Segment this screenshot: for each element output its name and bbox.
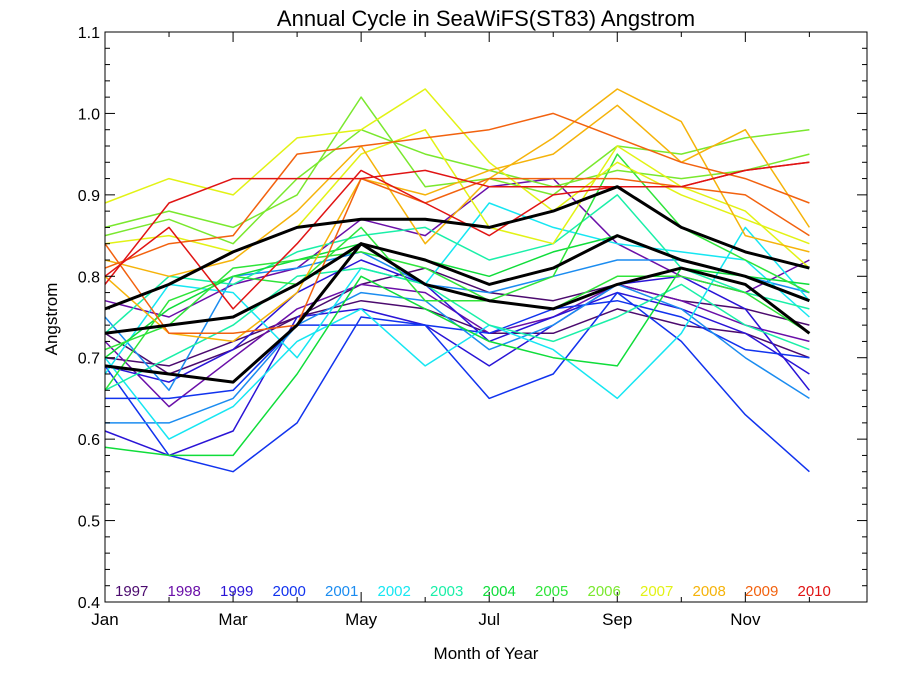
series-2010-line-2 bbox=[104, 161, 810, 310]
series-layer bbox=[104, 88, 811, 473]
x-tick-label: Jul bbox=[478, 610, 500, 629]
series-2008-line-2 bbox=[104, 104, 811, 343]
series-1997-line-1 bbox=[104, 267, 810, 367]
series-1999-line-2 bbox=[104, 259, 810, 383]
legend-item-2005: 2005 bbox=[535, 583, 568, 600]
series-black-line-2 bbox=[104, 234, 810, 335]
x-tick-label: Nov bbox=[730, 610, 761, 629]
legend-item-2007: 2007 bbox=[640, 583, 673, 600]
legend-item-1997: 1997 bbox=[115, 583, 148, 600]
y-tick-label: 0.4 bbox=[78, 595, 100, 612]
legend: 1997 1998 1999 2000 2001 2002 2003 2004 2005 2006… bbox=[115, 583, 831, 600]
x-tick-label: May bbox=[345, 610, 378, 629]
y-tick-label: 0.9 bbox=[78, 188, 100, 205]
x-axis-label: Month of Year bbox=[434, 644, 539, 663]
series-2007-line-1 bbox=[104, 88, 810, 245]
y-tick-label: 0.5 bbox=[78, 514, 100, 531]
series-2009-line-2 bbox=[104, 177, 810, 335]
series-2005-line-2 bbox=[104, 251, 810, 351]
plot-frame bbox=[104, 31, 868, 603]
legend-item-2004: 2004 bbox=[483, 583, 516, 600]
y-tick-label: 0.8 bbox=[78, 269, 100, 286]
series-2008-line-1 bbox=[104, 88, 810, 278]
legend-item-2003: 2003 bbox=[430, 583, 463, 600]
axes-layer: 0.4 0.5 0.6 0.7 0.8 0.9 1.0 1.1 Jan Mar May Jul Sep N… bbox=[78, 25, 867, 629]
legend-item-1998: 1998 bbox=[168, 583, 201, 600]
legend-item-2010: 2010 bbox=[798, 583, 831, 600]
series-2000-line-1 bbox=[104, 291, 810, 473]
legend-item-2002: 2002 bbox=[378, 583, 411, 600]
x-tick-label: Mar bbox=[218, 610, 248, 629]
chart-title: Annual Cycle in SeaWiFS(ST83) Angstrom bbox=[277, 6, 695, 31]
x-tick-label: Sep bbox=[602, 610, 632, 629]
y-tick-label: 0.7 bbox=[78, 351, 100, 368]
series-black-line-3 bbox=[104, 242, 811, 384]
legend-item-2000: 2000 bbox=[273, 583, 306, 600]
y-tick-label: 1.1 bbox=[78, 25, 100, 42]
x-tick-label: Jan bbox=[91, 610, 118, 629]
series-black-line-1 bbox=[104, 185, 810, 311]
y-axis-label: Angstrom bbox=[42, 283, 61, 356]
legend-item-2001: 2001 bbox=[325, 583, 358, 600]
legend-item-2009: 2009 bbox=[745, 583, 778, 600]
series-2006-line-2 bbox=[104, 128, 810, 245]
series-1997-line-2 bbox=[104, 299, 810, 375]
legend-item-2008: 2008 bbox=[693, 583, 726, 600]
legend-item-2006: 2006 bbox=[588, 583, 621, 600]
legend-item-1999: 1999 bbox=[220, 583, 253, 600]
y-tick-label: 0.6 bbox=[78, 432, 100, 449]
series-2000-line-2 bbox=[105, 299, 810, 400]
series-2003-line-2 bbox=[104, 267, 810, 391]
series-2009-line-1 bbox=[104, 112, 810, 269]
series-2002-line-1 bbox=[104, 226, 810, 440]
y-tick-label: 1.0 bbox=[78, 106, 100, 123]
